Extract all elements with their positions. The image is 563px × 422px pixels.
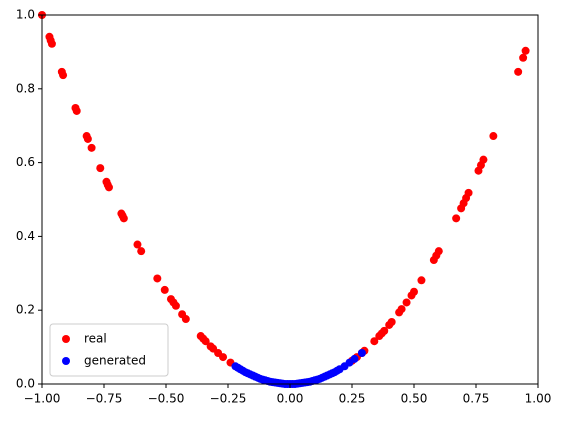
point xyxy=(521,46,530,55)
point xyxy=(181,315,190,324)
point xyxy=(59,71,68,80)
y-tick-label: 0.2 xyxy=(16,303,35,317)
point xyxy=(119,214,128,223)
legend-marker xyxy=(62,335,70,343)
x-tick-label: −0.25 xyxy=(210,392,247,406)
point xyxy=(219,353,228,362)
legend-label: real xyxy=(84,332,107,346)
x-tick-label: 0.00 xyxy=(277,392,304,406)
legend: real generated xyxy=(49,323,169,377)
y-tick-label: 0.6 xyxy=(16,155,35,169)
point xyxy=(370,337,379,346)
point xyxy=(133,240,142,249)
point xyxy=(397,305,406,314)
y-tick-label: 0.4 xyxy=(16,229,35,243)
x-tick-label: −0.50 xyxy=(148,392,185,406)
y-tick-label: 0.0 xyxy=(16,377,35,391)
point xyxy=(402,298,411,307)
legend-marker xyxy=(62,357,70,365)
x-tick-label: 0.75 xyxy=(463,392,490,406)
x-tick-label: 1.00 xyxy=(525,392,552,406)
point xyxy=(104,183,113,192)
point xyxy=(160,285,169,294)
point xyxy=(434,247,443,256)
point xyxy=(464,188,473,197)
point xyxy=(357,349,366,358)
point xyxy=(380,326,389,335)
x-tick-label: −1.00 xyxy=(24,392,61,406)
legend-box xyxy=(49,323,169,377)
y-tick-label: 0.8 xyxy=(16,81,35,95)
point xyxy=(350,354,359,363)
point xyxy=(153,274,162,283)
point xyxy=(519,53,528,62)
x-tick-label: 0.25 xyxy=(339,392,366,406)
point xyxy=(417,276,426,285)
point xyxy=(96,164,105,173)
point xyxy=(87,143,96,152)
point xyxy=(171,301,180,310)
point xyxy=(387,318,396,327)
point xyxy=(201,337,210,346)
legend-label: generated xyxy=(84,354,146,368)
point xyxy=(47,39,56,48)
x-tick-label: 0.50 xyxy=(401,392,428,406)
y-tick-label: 1.0 xyxy=(16,8,35,22)
point xyxy=(452,214,461,223)
point xyxy=(514,67,523,76)
point xyxy=(83,134,92,143)
x-tick-label: −0.75 xyxy=(86,392,123,406)
point xyxy=(489,132,498,141)
point xyxy=(410,287,418,296)
point xyxy=(72,106,81,115)
point xyxy=(479,155,488,164)
point xyxy=(137,247,146,256)
